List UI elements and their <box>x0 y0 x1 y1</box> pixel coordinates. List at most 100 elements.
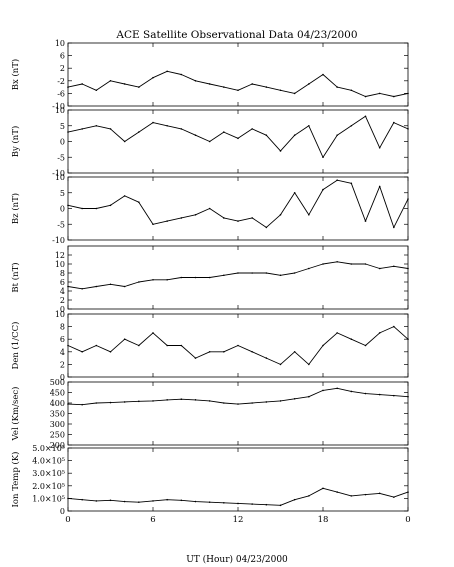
y-tick-label-by: -10 <box>52 169 65 178</box>
data-point-by <box>407 128 409 130</box>
data-point-by <box>251 128 253 130</box>
data-point-bx <box>237 89 239 92</box>
data-point-iontemp <box>393 496 395 498</box>
data-point-vel <box>123 401 126 403</box>
data-point-bz <box>378 185 381 188</box>
data-point-bt <box>81 287 83 290</box>
panels-group: 10 6 2 -2 -6 -10 Bx (nT) 10 5 0 -5 -10 By (nT) 10 5 0 -5… <box>10 39 411 525</box>
panel-frame-bz <box>67 176 409 241</box>
data-point-bz <box>350 182 353 185</box>
data-point-vel <box>67 403 69 405</box>
data-point-by <box>393 121 395 124</box>
y-tick-label-bz: -10 <box>52 236 65 245</box>
data-point-bz <box>251 217 253 219</box>
data-point-den <box>251 351 253 353</box>
y-axis-label-bx: Bx (nT) <box>10 59 21 91</box>
data-point-iontemp <box>308 495 310 497</box>
data-point-iontemp <box>95 500 98 502</box>
y-tick-label-vel: 200 <box>50 441 65 450</box>
data-point-bt <box>279 274 282 277</box>
data-point-iontemp <box>152 500 154 502</box>
x-tick-label: 0 <box>405 515 410 525</box>
x-tick-label: 0 <box>65 515 70 525</box>
y-tick-label-bz: 10 <box>55 173 65 182</box>
data-point-den <box>322 344 324 347</box>
data-point-by <box>293 134 296 136</box>
panel-iontemp: 5.0×10⁵ 4.0×10⁵ 3.0×10⁵ 2.0×10⁵ 1.0×10⁵ 0 Ion … <box>10 444 409 516</box>
data-point-iontemp <box>322 487 324 490</box>
data-point-bx <box>322 73 324 76</box>
y-tick-label-iontemp: 3.0×10⁵ <box>32 469 65 478</box>
y-axis-label-iontemp: Ion Temp (K) <box>10 452 21 508</box>
panel-frame-vel <box>67 381 409 446</box>
y-tick-label-bx: 2 <box>60 64 65 73</box>
data-point-bx <box>407 92 409 95</box>
data-point-bz <box>67 204 69 207</box>
data-point-iontemp <box>67 497 69 500</box>
data-point-bz <box>81 207 83 210</box>
data-point-den <box>364 344 367 347</box>
data-point-den <box>152 332 154 334</box>
data-point-bt <box>180 276 183 279</box>
data-point-iontemp <box>123 500 126 503</box>
y-tick-label-den: 4 <box>60 348 65 357</box>
y-tick-label-bt: 6 <box>60 278 65 287</box>
data-point-den <box>194 357 197 359</box>
data-point-bx <box>109 80 112 82</box>
data-point-den <box>67 344 69 347</box>
data-point-bt <box>265 272 268 274</box>
data-point-by <box>67 131 69 133</box>
data-point-bx <box>208 83 211 85</box>
y-tick-label-vel: 450 <box>50 389 65 398</box>
data-point-iontemp <box>251 503 253 505</box>
x-tick-label: 12 <box>233 515 244 525</box>
data-point-vel <box>308 395 310 398</box>
data-point-den <box>180 344 183 347</box>
data-point-by <box>138 131 140 133</box>
data-point-iontemp <box>265 503 268 506</box>
data-point-vel <box>166 399 168 401</box>
data-point-den <box>109 351 112 353</box>
panel-bx: 10 6 2 -2 -6 -10 Bx (nT) <box>10 39 409 111</box>
data-point-iontemp <box>109 499 112 502</box>
data-point-bz <box>293 191 296 194</box>
data-point-bz <box>336 179 338 181</box>
data-point-den <box>336 332 338 334</box>
y-axis-label-vel: Vel (Km/sec) <box>10 387 21 442</box>
data-point-bx <box>81 83 83 85</box>
data-point-by <box>180 128 183 130</box>
data-point-vel <box>378 393 381 396</box>
data-point-bx <box>265 86 268 88</box>
data-point-bz <box>109 204 112 207</box>
y-tick-label-bt: 10 <box>55 260 65 269</box>
y-tick-label-den: 10 <box>55 310 65 319</box>
series-line-by <box>67 115 409 158</box>
data-point-den <box>393 325 395 328</box>
data-point-vel <box>279 400 282 402</box>
data-point-by <box>378 147 381 149</box>
data-point-bx <box>279 89 282 92</box>
y-tick-label-bz: 5 <box>60 189 65 198</box>
x-axis-label: UT (Hour) 04/23/2000 <box>186 554 288 565</box>
data-point-bt <box>95 285 98 288</box>
data-point-bt <box>350 263 353 265</box>
data-point-bt <box>237 272 239 274</box>
data-point-bz <box>265 226 268 229</box>
panel-frame-bt <box>67 245 409 310</box>
data-point-bx <box>123 83 126 85</box>
data-point-den <box>208 351 211 353</box>
series-line-bx <box>67 70 409 97</box>
data-point-bx <box>336 86 338 88</box>
y-tick-label-bx: -6 <box>57 89 65 98</box>
data-point-bz <box>95 207 98 210</box>
data-point-den <box>166 344 168 347</box>
data-point-vel <box>265 401 268 403</box>
data-point-den <box>81 351 83 353</box>
data-point-by <box>152 121 154 124</box>
y-tick-label-den: 0 <box>60 373 65 382</box>
data-point-den <box>237 344 239 347</box>
data-point-by <box>109 128 112 130</box>
y-tick-label-den: 8 <box>60 323 65 332</box>
panel-den: 10 8 6 4 2 0 Den (1/CC) <box>10 310 409 382</box>
